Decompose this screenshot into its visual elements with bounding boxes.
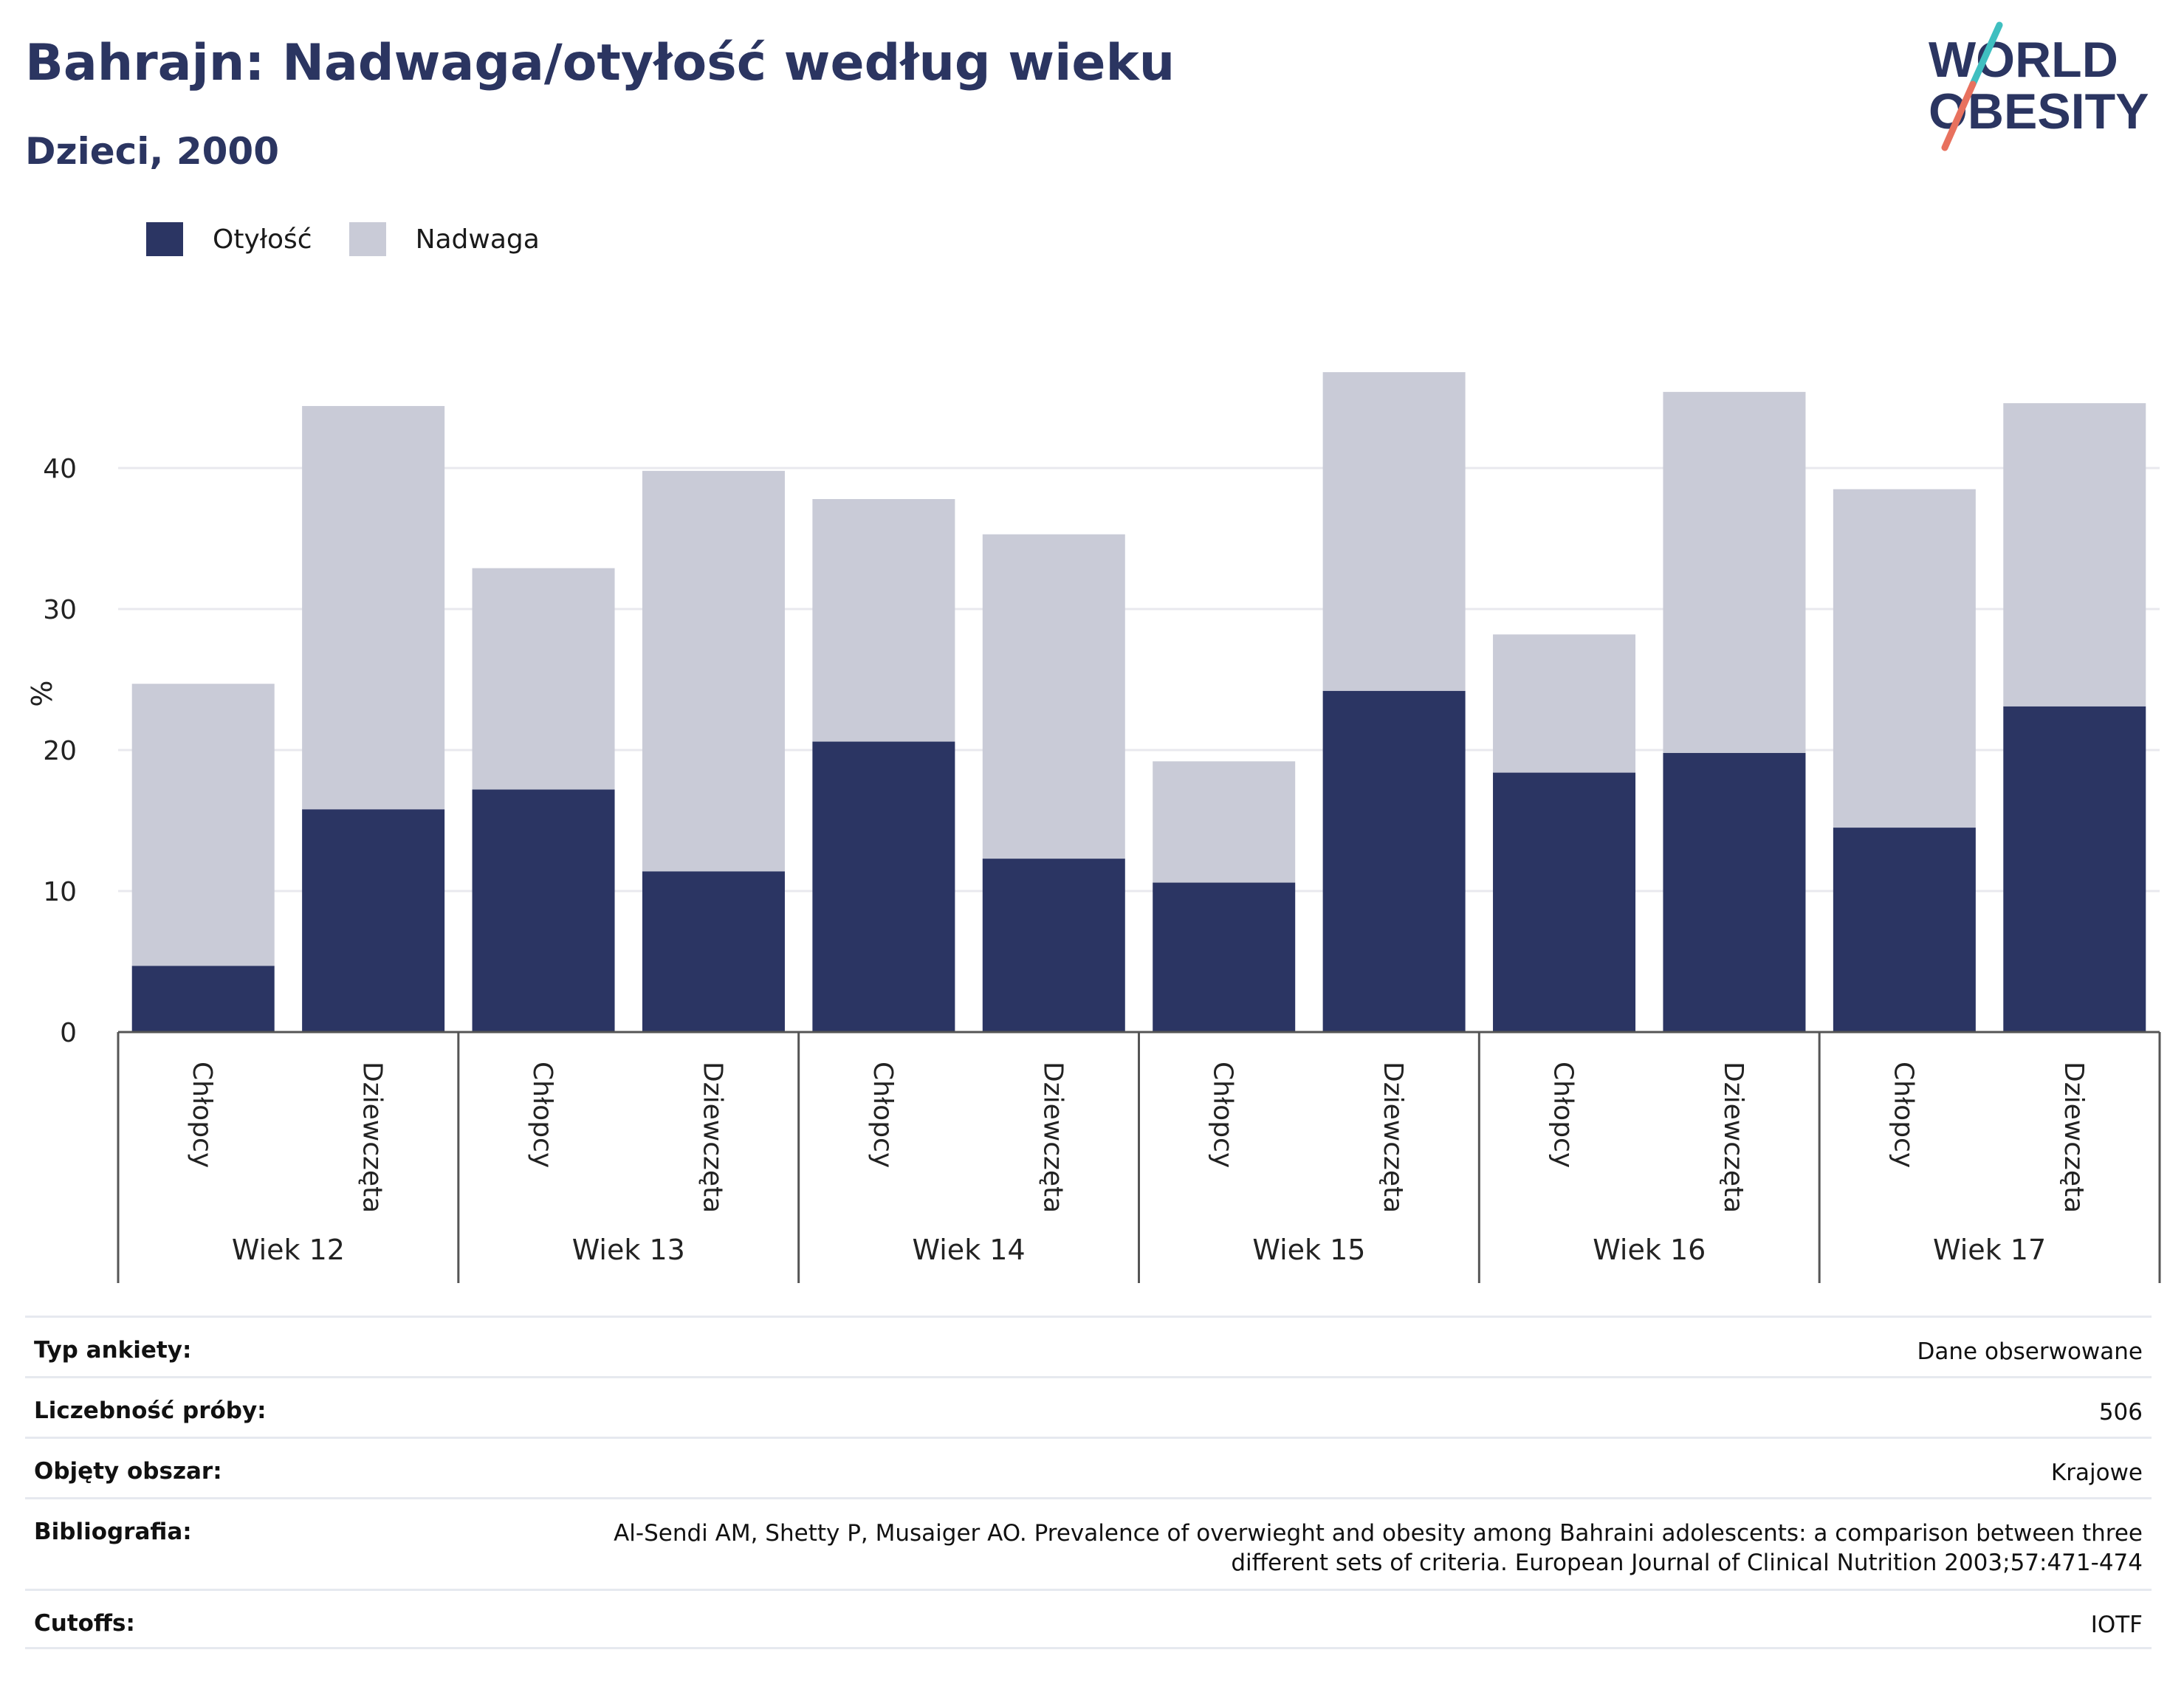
bar-overweight xyxy=(642,470,785,872)
bar-overweight xyxy=(1663,391,1806,753)
bar-obesity xyxy=(131,966,275,1032)
meta-label: Typ ankiety: xyxy=(34,1337,192,1364)
x-group-label: Wiek 15 xyxy=(1252,1234,1365,1266)
bar-overweight xyxy=(472,568,615,790)
bar-obesity xyxy=(1493,772,1636,1032)
bar-overweight xyxy=(812,499,955,742)
legend-label-overweight: Nadwaga xyxy=(415,224,540,255)
meta-row-bibliography: Bibliografia: Al-Sendi AM, Shetty P, Mus… xyxy=(25,1497,2152,1589)
x-category-label: Dziewczęta xyxy=(2058,1062,2089,1213)
bar-overweight xyxy=(131,684,275,966)
chart-legend: Otyłość Nadwaga xyxy=(146,220,577,258)
bar-obesity xyxy=(1153,882,1296,1032)
y-tick-label: 30 xyxy=(43,595,77,625)
y-tick-label: 40 xyxy=(43,454,77,484)
bar-obesity xyxy=(1663,752,1806,1032)
y-tick-label: 20 xyxy=(43,736,77,766)
bar-overweight xyxy=(1322,372,1466,691)
bar-overweight xyxy=(1153,761,1296,883)
bar-obesity xyxy=(2003,706,2146,1032)
meta-row-coverage: Objęty obszar: Krajowe xyxy=(25,1437,2152,1497)
bar-overweight xyxy=(982,534,1125,859)
x-category-label: Chłopcy xyxy=(1208,1062,1238,1168)
meta-label: Objęty obszar: xyxy=(34,1458,222,1485)
legend-swatch-overweight xyxy=(348,222,386,256)
meta-value: Dane obserwowane xyxy=(1917,1338,2143,1365)
x-category-label: Chłopcy xyxy=(868,1062,898,1168)
x-group-label: Wiek 16 xyxy=(1593,1234,1706,1266)
meta-label: Liczebność próby: xyxy=(34,1397,267,1424)
bar-obesity xyxy=(1833,828,1976,1032)
y-axis-label: % xyxy=(26,681,58,707)
x-category-label: Chłopcy xyxy=(187,1062,217,1168)
bar-obesity xyxy=(982,859,1125,1032)
logo-line-1: WORLD xyxy=(1929,32,2118,88)
meta-value: Al-Sendi AM, Shetty P, Musaiger AO. Prev… xyxy=(614,1520,2143,1576)
legend-label-obesity: Otyłość xyxy=(213,224,312,255)
stacked-bar-chart: 0 10 20 30 40% Chłopcy Dziewczęta Wiek 12 Chłopc… xyxy=(26,372,2161,1283)
logo-slash-teal xyxy=(1969,21,2003,88)
meta-row-cutoffs: Cutoffs: IOTF xyxy=(25,1589,2152,1649)
meta-label: Bibliografia: xyxy=(34,1519,192,1545)
x-group-label: Wiek 17 xyxy=(1933,1234,2046,1266)
logo-line-2: OBESITY xyxy=(1929,83,2149,140)
x-group-label: Wiek 13 xyxy=(572,1234,685,1266)
bar-overweight xyxy=(1493,634,1636,773)
meta-value: 506 xyxy=(2098,1399,2143,1426)
world-obesity-logo: WORLD OBESITY xyxy=(1929,21,2149,151)
logo-slash-coral xyxy=(1941,80,1977,151)
meta-row-survey-type: Typ ankiety: Dane obserwowane xyxy=(25,1316,2152,1376)
bar-overweight xyxy=(2003,403,2146,706)
legend-swatch-obesity xyxy=(146,222,183,256)
x-category-label: Chłopcy xyxy=(1548,1062,1579,1168)
bar-overweight xyxy=(1833,489,1976,828)
y-tick-label: 0 xyxy=(60,1018,77,1048)
meta-row-sample-size: Liczebność próby: 506 xyxy=(25,1376,2152,1437)
legend-item-obesity: Otyłość xyxy=(146,222,312,256)
x-category-label: Dziewczęta xyxy=(357,1062,388,1213)
bar-obesity xyxy=(472,789,615,1032)
x-category-label: Chłopcy xyxy=(527,1062,557,1168)
page-subtitle: Dzieci, 2000 xyxy=(25,130,279,173)
bar-overweight xyxy=(302,405,445,810)
x-category-label: Chłopcy xyxy=(1888,1062,1918,1168)
x-category-label: Dziewczęta xyxy=(1037,1062,1068,1213)
bar-obesity xyxy=(1322,690,1466,1032)
x-category-label: Dziewczęta xyxy=(1378,1062,1408,1213)
legend-item-overweight: Nadwaga xyxy=(348,222,540,256)
y-tick-label: 10 xyxy=(43,877,77,907)
bar-obesity xyxy=(302,809,445,1032)
bar-obesity xyxy=(642,871,785,1032)
page-title: Bahrajn: Nadwaga/otyłość według wieku xyxy=(25,34,1175,92)
x-group-label: Wiek 12 xyxy=(232,1234,345,1266)
meta-value: Krajowe xyxy=(2050,1460,2143,1486)
x-category-label: Dziewczęta xyxy=(697,1062,727,1213)
survey-info-table: Typ ankiety: Dane obserwowane Liczebność… xyxy=(25,1316,2152,1649)
x-category-label: Dziewczęta xyxy=(1718,1062,1748,1213)
x-group-label: Wiek 14 xyxy=(913,1234,1026,1266)
bar-obesity xyxy=(812,741,955,1032)
meta-label: Cutoffs: xyxy=(34,1610,135,1637)
meta-value: IOTF xyxy=(2090,1612,2143,1638)
